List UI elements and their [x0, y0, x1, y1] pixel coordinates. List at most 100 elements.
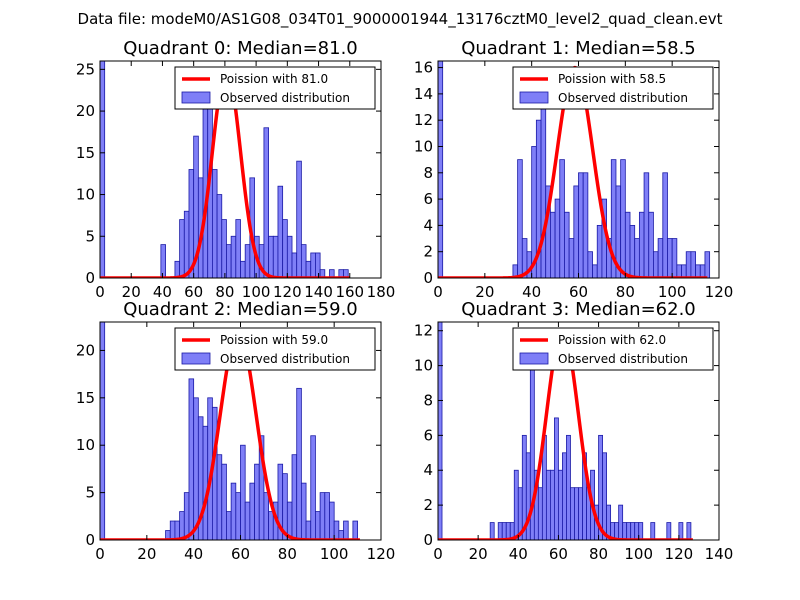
legend-bar-swatch	[519, 91, 549, 104]
histogram-bar	[291, 454, 298, 540]
y-tick-label: 20	[76, 341, 95, 359]
histogram-bar	[244, 501, 251, 540]
x-tick-label: 60	[569, 283, 588, 301]
legend-box	[174, 327, 376, 371]
histogram-bar	[517, 159, 523, 278]
histogram-bar	[676, 264, 682, 278]
x-tick-label: 140	[705, 545, 734, 563]
histogram-bar	[592, 264, 598, 278]
y-tick-label: 8	[423, 164, 433, 182]
histogram-bar	[315, 511, 321, 540]
histogram-bar	[562, 452, 567, 540]
histogram-bar	[179, 511, 185, 540]
histogram-bar	[690, 251, 696, 278]
histogram-bar	[235, 219, 241, 278]
x-tick-label: 60	[231, 545, 250, 563]
histogram-bar	[630, 522, 636, 540]
histogram-bar	[249, 482, 255, 540]
histogram-bar	[634, 238, 640, 278]
histogram-bar	[305, 520, 312, 540]
x-tick-label: 60	[549, 545, 568, 563]
x-tick-label: 100	[624, 545, 653, 563]
histogram-bar	[638, 211, 645, 278]
histogram-bar	[624, 211, 631, 278]
histogram-bar	[291, 252, 298, 278]
x-tick-label: 20	[475, 283, 494, 301]
histogram-bar	[704, 251, 711, 278]
legend-label-observed: Observed distribution	[220, 91, 350, 105]
histogram-bar	[578, 172, 584, 278]
histogram-bar	[333, 520, 340, 540]
histogram-bar	[343, 520, 349, 540]
x-tick-label: 80	[616, 283, 635, 301]
y-tick-label: 12	[414, 111, 433, 129]
y-tick-label: 15	[76, 389, 95, 407]
histogram-bar	[564, 211, 570, 278]
axes-frame	[437, 321, 720, 541]
y-tick-label: 10	[414, 137, 433, 155]
x-tick-label: 120	[665, 545, 694, 563]
x-tick-label: 100	[658, 283, 687, 301]
plot-area	[100, 322, 361, 540]
legend-label-observed: Observed distribution	[558, 91, 688, 105]
histogram-bar	[681, 264, 687, 278]
histogram-bar	[550, 211, 556, 278]
histogram-bar	[602, 452, 607, 540]
histogram-bar	[179, 219, 185, 278]
histogram-bar	[244, 244, 251, 278]
histogram-bar	[226, 511, 232, 540]
histogram-bar	[566, 434, 571, 540]
histogram-bar	[315, 252, 321, 278]
y-tick-label: 5	[85, 227, 95, 245]
legend-bar-swatch	[181, 91, 211, 104]
x-tick-label: 120	[367, 545, 396, 563]
histogram-bar	[540, 80, 547, 278]
histogram-bar	[629, 224, 636, 278]
x-tick-label: 40	[509, 545, 528, 563]
y-tick-label: 8	[423, 391, 433, 409]
legend-label-poisson: Poission with 59.0	[220, 333, 328, 347]
subplot-3: Quadrant 3: Median=62.00 20 40 60 80 100 120 14…	[414, 299, 733, 563]
histogram-bar	[554, 417, 559, 540]
subplot-title: Quadrant 2: Median=59.0	[123, 299, 358, 320]
legend: Poission with 58.5 Observed distribution	[512, 66, 714, 110]
histogram-bar	[258, 435, 265, 540]
histogram-bar	[678, 522, 684, 540]
histogram-bar	[622, 522, 628, 540]
y-tick-label: 2	[423, 243, 433, 261]
histogram-bar	[230, 482, 237, 540]
histogram-bar	[537, 487, 543, 540]
histogram-bar	[662, 172, 668, 278]
y-tick-label: 10	[414, 357, 433, 375]
histogram-bar	[653, 251, 659, 278]
histogram-bar	[614, 522, 620, 540]
y-tick-label: 15	[76, 144, 95, 162]
histogram-bar	[666, 522, 672, 540]
subplot-0: Quadrant 0: Median=81.00 20 40 60 80 100 120 14…	[76, 38, 395, 301]
x-tick-label: 120	[273, 283, 302, 301]
histogram-bar	[319, 492, 326, 540]
x-tick-label: 40	[184, 545, 203, 563]
y-tick-label: 0	[85, 269, 95, 287]
histogram-bar	[300, 482, 307, 540]
x-tick-label: 100	[242, 283, 271, 301]
histogram-bar	[240, 260, 246, 278]
x-tick-label: 180	[367, 283, 396, 301]
x-tick-label: 0	[433, 283, 443, 301]
histogram-bar	[305, 260, 312, 278]
histogram-bar	[685, 251, 692, 278]
histogram-bar	[667, 238, 673, 278]
histogram-bar	[497, 522, 503, 540]
y-tick-label: 0	[423, 531, 433, 549]
histogram-bar	[272, 235, 279, 278]
x-tick-label: 20	[122, 283, 141, 301]
y-tick-label: 14	[414, 85, 433, 103]
histogram-bar	[277, 185, 284, 278]
legend-label-observed: Observed distribution	[558, 352, 688, 366]
histogram-bar	[235, 492, 241, 540]
histogram-bar	[216, 454, 223, 540]
histogram-bar	[657, 238, 664, 278]
histogram-bar	[489, 522, 495, 540]
histogram-bar	[559, 159, 565, 278]
histogram-bar	[310, 252, 316, 278]
